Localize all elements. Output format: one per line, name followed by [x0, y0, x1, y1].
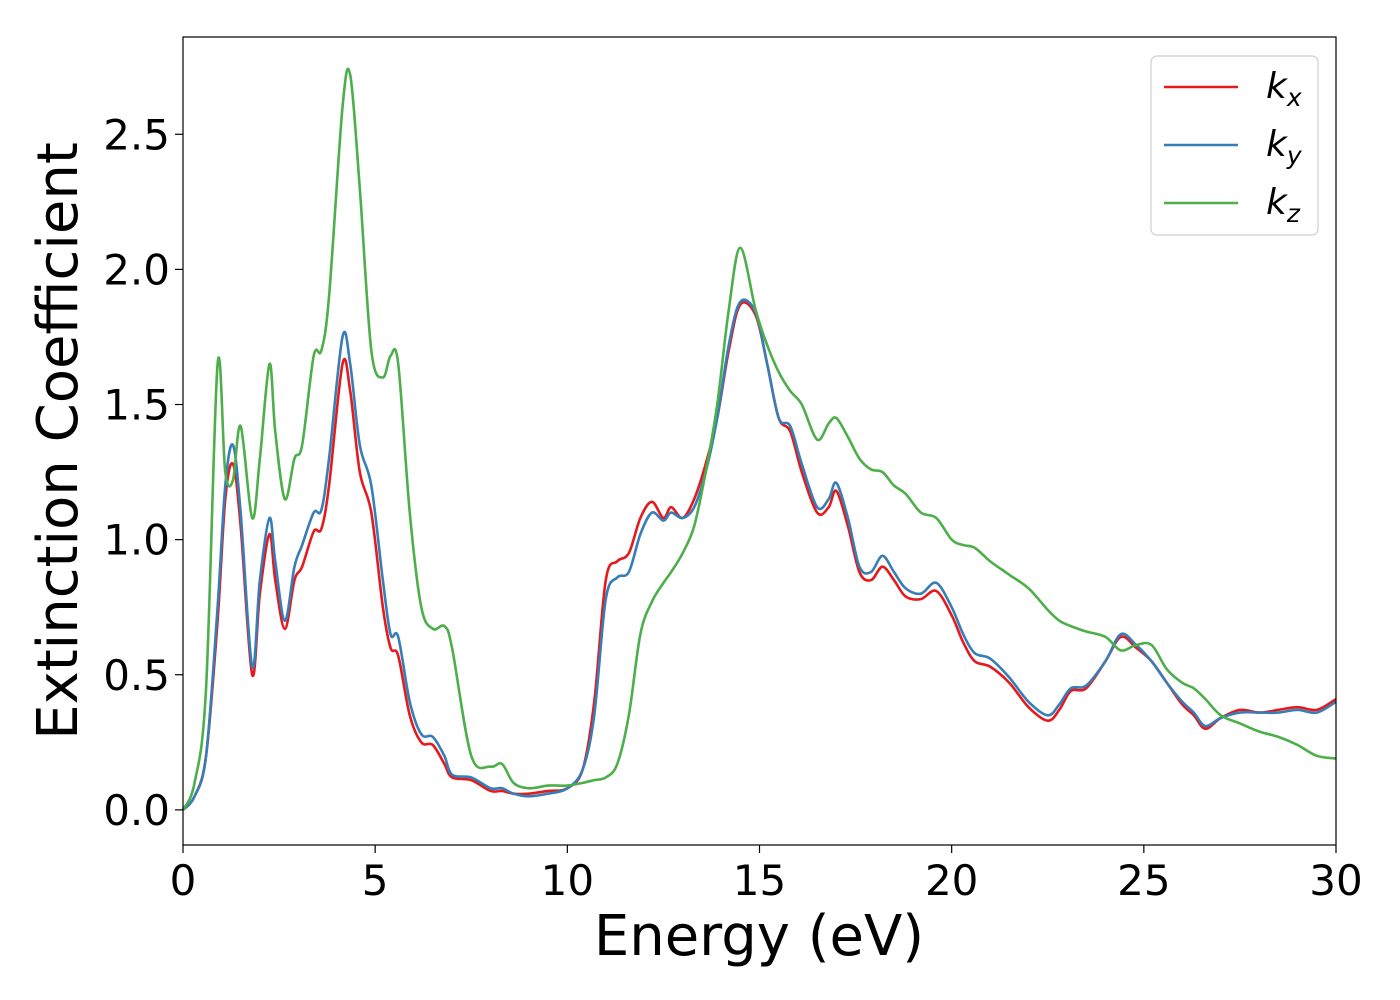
y-tick-label: 2.5	[103, 110, 170, 159]
x-tick-label: 5	[362, 856, 389, 905]
y-axis: 0.0 0.5 1.0 1.5 2.0 2.5	[103, 110, 183, 835]
y-tick-label: 0.5	[103, 651, 170, 700]
x-axis-title: Energy (eV)	[594, 904, 924, 969]
plot-background	[183, 37, 1336, 845]
x-tick-label: 10	[541, 856, 594, 905]
x-tick-label: 25	[1117, 856, 1170, 905]
x-tick-label: 15	[733, 856, 786, 905]
series-layer	[181, 67, 1337, 811]
series-line-k-x	[182, 301, 1337, 811]
series-line-k-z	[181, 67, 1337, 811]
y-tick-label: 1.0	[103, 516, 170, 565]
legend-label: kz	[1266, 182, 1301, 228]
x-tick-label: 0	[170, 856, 197, 905]
x-axis: 0 5 10 15 20 25 30	[170, 845, 1363, 905]
legend: kx ky kz	[1150, 55, 1319, 236]
y-axis-title: Extinction Coefficient	[26, 142, 91, 740]
x-tick-label: 20	[925, 856, 978, 905]
y-tick-label: 1.5	[103, 381, 170, 430]
y-tick-label: 2.0	[103, 245, 170, 294]
series-line-k-y	[182, 298, 1337, 811]
legend-label: kx	[1266, 66, 1302, 112]
legend-label: ky	[1266, 124, 1303, 170]
y-tick-label: 0.0	[103, 786, 170, 835]
x-tick-label: 30	[1309, 856, 1362, 905]
